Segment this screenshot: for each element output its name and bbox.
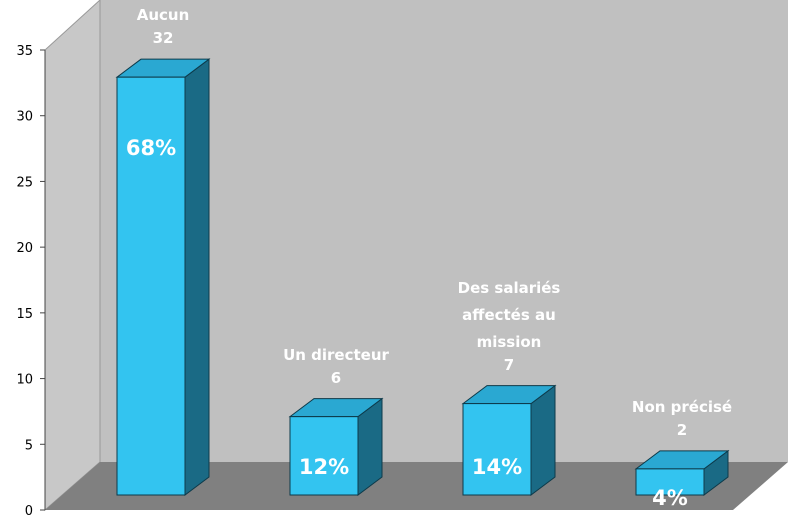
y-tick-label: 25 [16, 175, 33, 190]
share-label: 14% [472, 455, 522, 479]
bar-side [184, 58, 210, 496]
category-label: Aucun [136, 6, 190, 25]
back-wall [100, 0, 788, 462]
bar [289, 416, 359, 496]
bar-side [530, 384, 556, 496]
y-tick-label: 15 [16, 307, 33, 322]
y-tick-label: 30 [16, 110, 33, 125]
share-label: 12% [299, 455, 349, 479]
y-tick-label: 10 [16, 373, 33, 388]
y-tick-label: 35 [16, 44, 33, 59]
category-label: Non précisé [631, 397, 733, 416]
value-label: 32 [152, 29, 174, 48]
share-label: 68% [126, 136, 176, 160]
value-label: 6 [330, 368, 342, 387]
y-tick-label: 5 [25, 438, 33, 453]
y-tick-label: 0 [25, 504, 33, 517]
bar [116, 76, 186, 496]
floor [45, 462, 788, 510]
y-tick-label: 20 [16, 241, 33, 256]
bar [462, 403, 532, 496]
bar [635, 468, 705, 496]
category-label: Des salariés affectés au mission [457, 278, 561, 351]
share-label: 4% [652, 486, 688, 510]
value-label: 7 [503, 355, 515, 374]
side-wall [44, 0, 101, 512]
category-label: Un directeur [283, 345, 389, 364]
value-label: 2 [676, 420, 688, 439]
